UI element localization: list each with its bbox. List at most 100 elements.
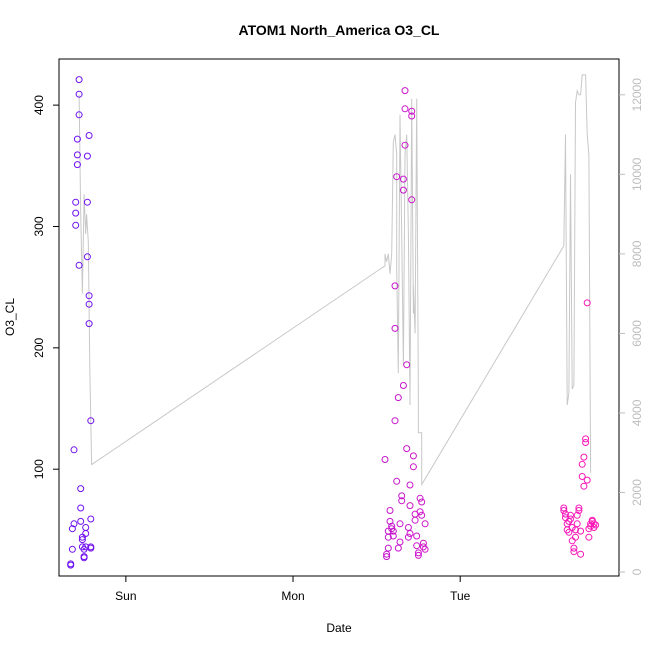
data-point [582,439,590,446]
x-axis-label: Date [326,621,352,635]
plot-frame [58,58,620,577]
data-point [419,539,427,547]
data-point [580,453,588,461]
data-point [414,549,422,557]
data-point [383,550,391,558]
data-point [87,544,95,552]
data-point [386,517,394,525]
y-axis-label: O3_CL [3,298,17,336]
data-point [75,76,83,84]
data-point [398,492,406,500]
data-point [70,446,78,454]
y-tick-label: 300 [32,216,46,236]
data-point [82,524,90,531]
data-point [404,533,412,541]
data-point [87,417,95,425]
axes-layer: Sun Mon Tue1002003004000200040006000800010… [32,78,644,603]
y2-tick-label: 0 [630,568,644,575]
data-point [572,533,579,541]
data-point [72,198,80,206]
x-tick-label: Tue [450,589,471,603]
data-point [83,253,91,261]
data-point [401,105,409,113]
data-point [83,198,91,206]
data-point [567,515,574,523]
data-point [72,209,80,217]
data-point [396,538,404,546]
data-point [418,498,426,506]
data-point [570,548,578,556]
data-point [577,550,585,558]
y2-tick-label: 12000 [630,78,644,112]
data-point [568,537,576,545]
x-tick-label: Mon [281,589,304,603]
data-point [85,292,93,300]
data-point [401,87,409,95]
data-point [393,173,401,181]
series-line [78,74,592,487]
data-point [383,553,391,561]
y-tick-label: 200 [32,338,46,358]
data-point [399,175,407,183]
data-point [72,221,80,229]
data-point [560,507,568,514]
data-point [75,261,83,269]
chart-title: ATOM1 North_America O3_CL [239,22,440,38]
data-point [82,530,90,537]
data-point [416,508,424,516]
data-point [85,320,93,328]
data-point [421,545,429,553]
data-point [73,161,81,169]
data-point [391,282,399,290]
data-point [408,112,416,120]
data-point [80,553,88,561]
data-point [404,524,412,531]
data-point [592,521,600,529]
data-point [389,527,397,535]
data-point [578,460,586,468]
data-point [575,507,583,514]
data-point [393,477,401,485]
data-point [413,532,421,540]
data-point [411,516,419,524]
data-point [78,536,86,544]
data-point [573,511,581,519]
data-point [403,445,411,453]
y-tick-label: 400 [32,95,46,115]
data-point [570,544,578,552]
data-point [83,152,91,160]
data-point [391,324,399,332]
data-point [406,502,414,510]
data-point [583,476,591,484]
data-point [68,545,76,553]
data-point [575,504,583,512]
data-point [403,361,411,369]
data-point [560,504,568,512]
data-point [588,516,596,524]
data-point [399,382,407,389]
data-point [394,544,402,552]
data-point [398,497,406,505]
data-layer [67,74,600,569]
data-point [582,435,590,443]
data-point [413,542,421,550]
data-point [75,111,83,119]
data-point [408,107,416,115]
data-point [384,544,392,552]
data-point [590,520,598,528]
data-point [421,520,429,528]
data-point [399,186,407,194]
data-point [418,511,426,519]
data-point [67,560,75,568]
y2-tick-label: 4000 [630,399,644,426]
data-point [573,520,581,528]
data-point [406,481,414,489]
y2-tick-label: 8000 [630,240,644,267]
data-point [68,525,76,533]
data-point [70,520,78,528]
data-point [82,543,90,551]
data-point [565,528,573,536]
data-point [396,520,404,528]
data-point [394,394,402,402]
